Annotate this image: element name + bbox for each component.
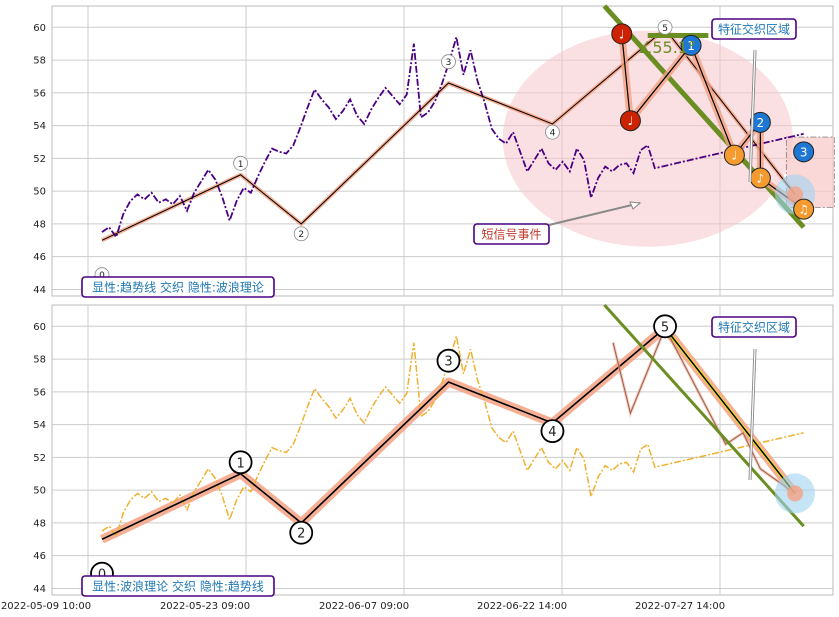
x-tick-label: 2022-05-23 09:00 [160, 601, 250, 612]
y-tick-label: 52 [33, 453, 46, 464]
wave-point-label: 2 [298, 230, 304, 240]
y-tick-label: 44 [33, 285, 46, 296]
wave-point-label: 4 [548, 425, 556, 440]
plot-frame [52, 305, 833, 595]
wave-point-label: 3 [446, 58, 452, 68]
y-tick-label: 60 [33, 322, 46, 333]
y-tick-label: 54 [33, 121, 46, 132]
callout-short-signal: 短信号事件 [474, 224, 549, 244]
signal-point-label: ♫ [798, 203, 809, 217]
signal-point-label: 2 [757, 116, 765, 130]
bottom-panel: 444648505254565860012345显性:波浪理论 交织 隐性:趋势… [33, 305, 833, 596]
x-tick-label: 2022-05-09 10:00 [1, 601, 91, 612]
y-tick-label: 56 [33, 387, 46, 398]
y-tick-label: 60 [33, 23, 46, 34]
y-tick-label: 50 [33, 486, 46, 497]
y-tick-label: 56 [33, 88, 46, 99]
y-tick-label: 46 [33, 551, 46, 562]
wave-point-label: 5 [661, 320, 669, 335]
y-tick-label: 44 [33, 584, 46, 595]
x-tick-label: 2022-07-27 14:00 [635, 601, 725, 612]
angle-label: ∡55.1° [638, 38, 696, 57]
wave-point-label: 4 [550, 129, 556, 139]
wave-point-label: 3 [444, 355, 452, 370]
y-tick-label: 54 [33, 420, 46, 431]
y-tick-label: 58 [33, 355, 46, 366]
signal-point-label: ♪ [757, 172, 765, 186]
signal-point-label: ♩ [619, 27, 625, 41]
signal-point-label: 3 [800, 145, 808, 159]
callout-bottom-left: 显性:波浪理论 交织 隐性:趋势线 [82, 576, 274, 596]
callout-text: 特征交织区域 [718, 22, 790, 37]
y-tick-label: 52 [33, 154, 46, 165]
y-tick-label: 46 [33, 252, 46, 263]
wave-point-label: 1 [236, 456, 244, 471]
x-tick-label: 2022-06-07 09:00 [319, 601, 409, 612]
top-panel: 444648505254565860012345123♩♩♩♪♫∡55.1°显性… [33, 6, 834, 297]
x-tick-label: 2022-06-22 14:00 [477, 601, 567, 612]
endpoint-core [787, 485, 803, 501]
callout-text: 特征交织区域 [718, 320, 790, 335]
callout-bottom-left: 显性:趋势线 交织 隐性:波浪理论 [82, 277, 274, 297]
y-tick-label: 58 [33, 56, 46, 67]
wave-point-label: 5 [662, 24, 668, 34]
signal-point-label: ♩ [628, 114, 634, 128]
wave-point-label: 1 [238, 160, 244, 170]
signal-point-label: ♩ [732, 149, 738, 163]
callout-text: 显性:波浪理论 交织 隐性:趋势线 [92, 579, 264, 594]
y-tick-label: 48 [33, 219, 46, 230]
callout-feature-zone: 特征交织区域 [712, 317, 796, 337]
callout-text: 短信号事件 [481, 228, 541, 242]
x-axis: 2022-05-09 10:00 2022-05-23 09:00 2022-06-… [1, 601, 725, 612]
y-tick-label: 50 [33, 187, 46, 198]
callout-feature-zone: 特征交织区域 [712, 19, 796, 39]
wave-point-label: 2 [297, 527, 305, 542]
callout-text: 显性:趋势线 交织 隐性:波浪理论 [92, 280, 264, 295]
y-tick-label: 48 [33, 518, 46, 529]
